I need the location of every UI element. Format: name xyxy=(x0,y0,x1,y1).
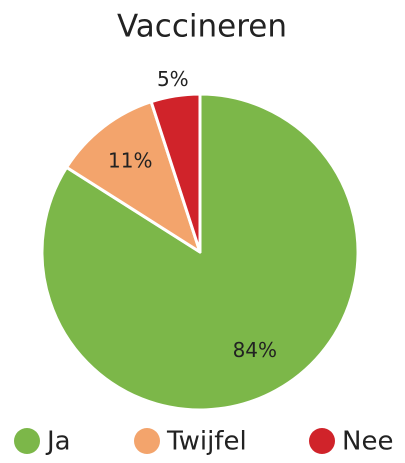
legend-swatch xyxy=(134,428,160,454)
legend-swatch xyxy=(309,428,335,454)
data-label: 11% xyxy=(108,149,152,173)
chart-title: Vaccineren xyxy=(117,9,287,45)
pie-slice xyxy=(65,100,202,254)
data-label: 84% xyxy=(233,338,277,362)
legend-label: Ja xyxy=(45,427,71,457)
legend-swatch xyxy=(14,428,40,454)
data-label: 5% xyxy=(157,67,189,91)
legend-label: Twijfel xyxy=(166,427,247,457)
pie-slice xyxy=(149,92,202,254)
legend-label: Nee xyxy=(342,427,393,457)
